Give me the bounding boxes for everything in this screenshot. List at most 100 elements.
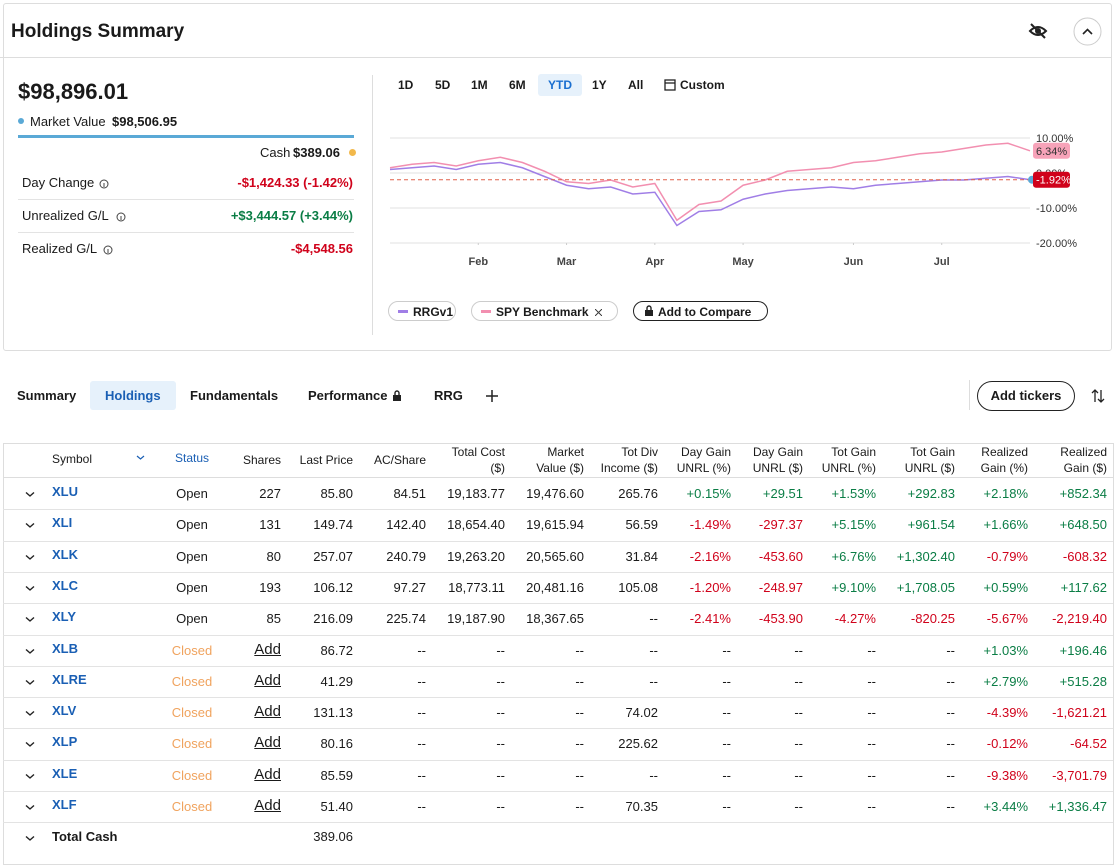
legend-chip[interactable]: RRGv1 [388,301,456,321]
add-link[interactable]: Add [254,671,281,689]
legend-label: SPY Benchmark [496,305,589,319]
cell: -- [946,799,955,814]
expand-chevron[interactable] [25,585,35,592]
cell: 265.76 [618,486,658,501]
icon-shape [393,395,401,401]
cell: -- [575,705,584,721]
add-tickers-button[interactable]: Add tickers [977,381,1075,411]
range-button[interactable]: 1D [398,78,414,92]
add-link[interactable]: Add [254,797,281,814]
status: Closed [171,799,213,814]
icon-shape [25,523,35,529]
cell: 41.29 [320,673,353,689]
symbol-link[interactable]: XLK [52,546,78,562]
cell: 86.72 [320,642,353,658]
column-header: Tot Gain UNRL (%) [821,445,876,475]
x-tick-label: Jun [844,256,864,268]
status: Open [176,486,208,501]
tab[interactable]: Fundamentals [190,388,279,403]
add-link[interactable]: Add [254,640,281,658]
total-value: $98,896.01 [18,79,129,104]
hide-icon[interactable] [1028,21,1048,41]
cell: 240.79 [386,548,426,564]
cell: -- [496,767,505,783]
sort-icon[interactable] [1091,388,1105,404]
cell: -- [867,705,876,721]
expand-chevron[interactable] [25,491,35,498]
add-link[interactable]: Add [254,734,281,752]
column-header[interactable]: Status [174,451,210,465]
cell: 20,565.60 [526,548,584,564]
symbol-link[interactable]: XLI [52,515,73,531]
symbol-link[interactable]: XLV [52,703,77,719]
range-button[interactable]: 1M [471,78,488,92]
remove-icon[interactable] [594,309,602,316]
range-button[interactable]: All [628,78,644,92]
expand-chevron[interactable] [25,522,35,529]
info-icon[interactable] [116,212,126,222]
expand-chevron[interactable] [25,679,35,686]
collapse-button[interactable] [1073,17,1102,46]
symbol-link[interactable]: XLP [52,734,78,750]
column-header: Total Cost ($) [451,445,505,475]
symbol-link[interactable]: XLB [52,640,78,656]
expand-chevron[interactable] [25,741,35,748]
add-tab-icon[interactable] [485,389,499,403]
range-button[interactable]: 5D [435,78,451,92]
expand-chevron[interactable] [25,773,35,780]
tab[interactable]: Holdings [90,381,176,410]
total-label: Total Cash [52,829,118,845]
add-compare-button[interactable]: Add to Compare [633,301,768,321]
column-header: Shares [242,453,281,467]
symbol-link[interactable]: XLF [52,797,77,812]
add-link[interactable]: Add [254,765,281,783]
cell: -- [722,767,731,783]
cell: -- [575,736,584,752]
info-icon[interactable] [103,245,113,255]
cell: +648.50 [1059,517,1107,533]
symbol-link[interactable]: XLRE [52,671,87,687]
expand-chevron[interactable] [25,835,35,842]
legend-dot [18,118,24,124]
summary-card [3,3,1112,351]
divider [3,540,1113,542]
cell: -- [867,767,876,783]
cell: -- [496,673,505,689]
tab[interactable]: Performance [308,388,388,403]
tab[interactable]: Summary [17,388,77,403]
range-button[interactable]: 1Y [592,78,607,92]
icon-shape [25,585,35,591]
tab[interactable]: RRG [434,388,463,403]
symbol-link[interactable]: XLC [52,577,78,593]
range-button[interactable]: 6M [509,78,526,92]
status: Closed [171,767,213,783]
cell: -2.16% [689,548,731,564]
cell: 131.13 [313,705,353,721]
add-link[interactable]: Add [254,703,281,721]
expand-chevron[interactable] [25,616,35,623]
cell: -0.79% [986,548,1028,564]
expand-chevron[interactable] [25,804,35,811]
cell: 80.16 [320,736,353,752]
symbol-link[interactable]: XLU [52,484,78,499]
total-value: 389.06 [313,829,353,845]
legend-chip[interactable]: SPY Benchmark [471,301,618,321]
expand-chevron[interactable] [25,710,35,717]
sort-chevron[interactable] [136,454,145,461]
cell: -- [417,642,426,658]
allocation-bar [18,135,354,138]
divider [3,603,1113,605]
expand-chevron[interactable] [25,554,35,561]
summary-label: Day Change [22,175,95,190]
expand-chevron[interactable] [25,648,35,655]
cell: 19,476.60 [526,486,584,501]
info-icon[interactable] [99,179,109,189]
column-header: Tot Gain UNRL ($) [904,445,955,475]
cell: 85.80 [320,486,353,501]
column-header: Market Value ($) [536,445,584,475]
range-button[interactable]: YTD [538,74,582,96]
symbol-link[interactable]: XLY [52,609,77,625]
symbol-link[interactable]: XLE [52,765,78,781]
cell: 19,263.20 [447,548,505,564]
range-button[interactable]: Custom [680,78,725,92]
